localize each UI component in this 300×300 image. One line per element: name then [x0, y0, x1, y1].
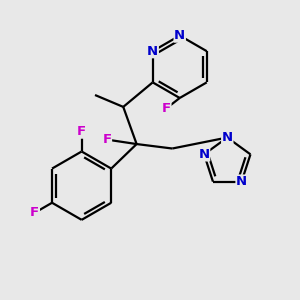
Text: F: F: [162, 102, 171, 115]
Text: N: N: [236, 175, 247, 188]
Text: N: N: [222, 131, 233, 144]
Text: F: F: [30, 206, 39, 219]
Text: F: F: [102, 133, 112, 146]
Text: N: N: [147, 45, 158, 58]
Text: F: F: [77, 125, 86, 138]
Text: N: N: [174, 29, 185, 42]
Text: N: N: [199, 148, 210, 161]
